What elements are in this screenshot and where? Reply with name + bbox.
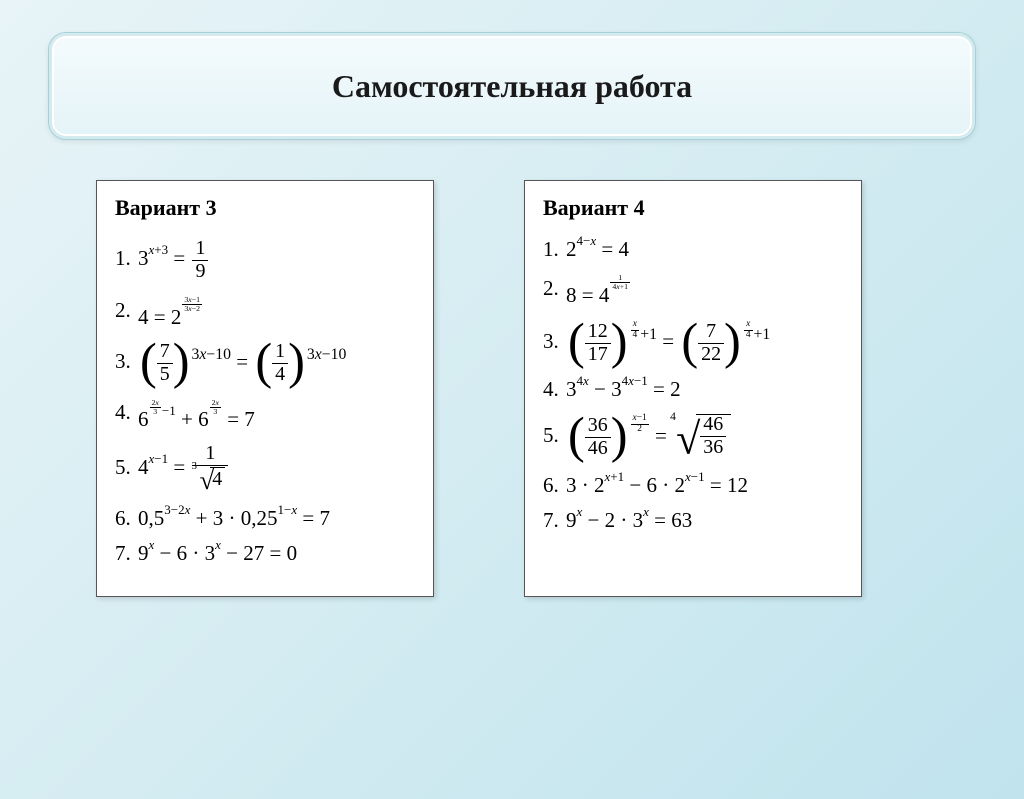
v3-eq2: 2. 4 = 23x−13x−2 <box>115 296 415 328</box>
title-box: Самостоятельная работа <box>48 32 976 140</box>
v3-eq1: 1. 3x+3 = 19 <box>115 239 415 282</box>
v3-eq3: 3. 753x−10 = 143x−10 <box>115 342 415 385</box>
variant-4-heading: Вариант 4 <box>543 195 843 221</box>
panels-row: Вариант 3 1. 3x+3 = 19 2. 4 = 23x−13x−2 … <box>0 140 1024 597</box>
v4-eq5: 5. 3646x−12 = 4√4636 <box>543 414 843 461</box>
v4-eq4: 4. 34x − 34x−1 = 2 <box>543 379 843 400</box>
panel-variant-4: Вариант 4 1. 24−x = 4 2. 8 = 414x+1 3. 1… <box>524 180 862 597</box>
variant-3-heading: Вариант 3 <box>115 195 415 221</box>
page-title: Самостоятельная работа <box>332 68 692 105</box>
v4-eq6: 6. 3 · 2x+1 − 6 · 2x−1 = 12 <box>543 475 843 496</box>
v4-eq1: 1. 24−x = 4 <box>543 239 843 260</box>
v3-eq7: 7. 9x − 6 · 3x − 27 = 0 <box>115 543 415 564</box>
v4-eq3: 3. 1217x4+1 = 722x4+1 <box>543 320 843 365</box>
v3-eq5: 5. 4x−1 = 13√4 <box>115 444 415 494</box>
v4-eq7: 7. 9x − 2 · 3x = 63 <box>543 510 843 531</box>
v3-eq4: 4. 62x3−1 + 62x3 = 7 <box>115 399 415 431</box>
panel-variant-3: Вариант 3 1. 3x+3 = 19 2. 4 = 23x−13x−2 … <box>96 180 434 597</box>
v3-eq6: 6. 0,53−2x + 3 · 0,251−x = 7 <box>115 508 415 529</box>
v4-eq2: 2. 8 = 414x+1 <box>543 274 843 306</box>
